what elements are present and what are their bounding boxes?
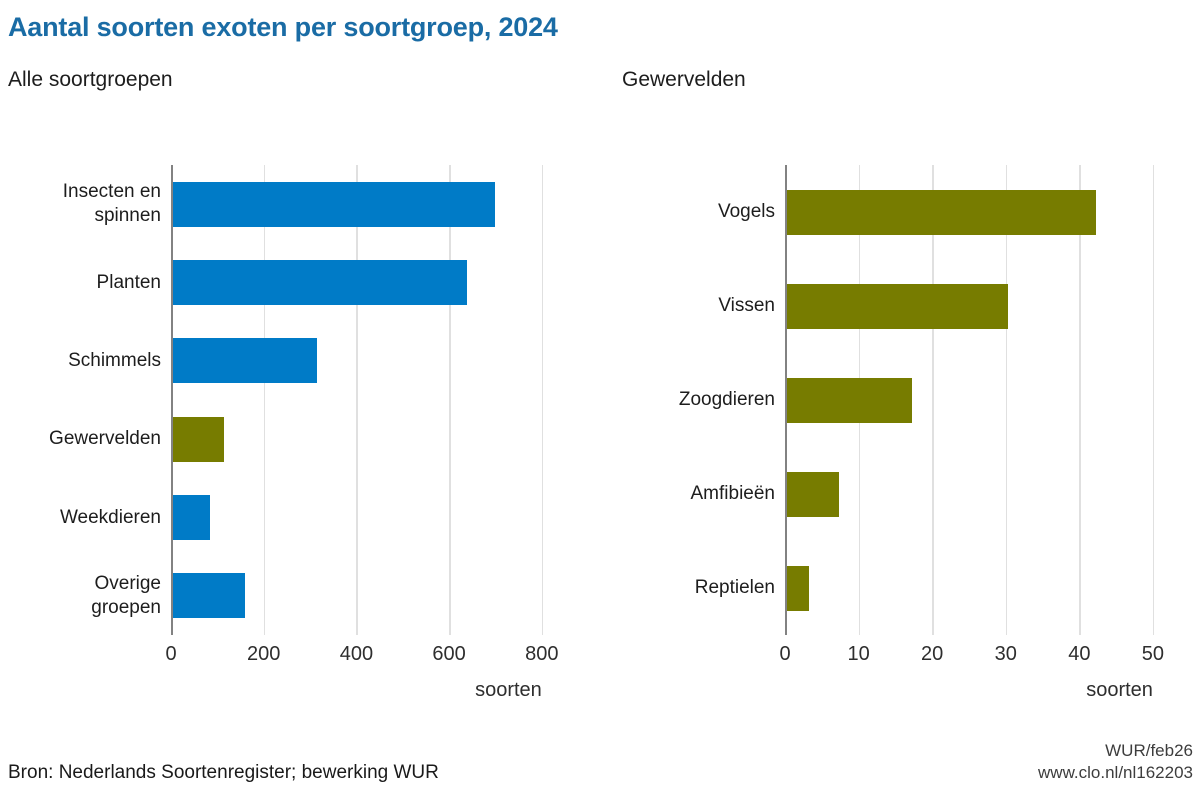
- bar-zoogdieren: [787, 377, 913, 423]
- x-axis-ticks: 0 10 20 30 40 50: [779, 643, 1175, 667]
- category-labels: Vogels Vissen Zoogdieren Amfibieën Reptielen: [622, 165, 785, 635]
- source-text: Bron: Nederlands Soortenregister; bewerk…: [8, 762, 439, 783]
- chart-subtitle-alle-soortgroepen: Alle soortgroepen: [8, 68, 173, 91]
- page-title: Aantal soorten exoten per soortgroep, 20…: [8, 12, 558, 42]
- x-tick-40: 40: [1068, 643, 1091, 665]
- plot-area: [785, 165, 1175, 635]
- category-label-weekdieren: Weekdieren: [59, 506, 161, 528]
- bar-reptielen: [787, 565, 810, 611]
- x-tick-200: 200: [247, 643, 281, 665]
- bar-vogels: [787, 189, 1097, 235]
- bar-overige-groepen: [173, 573, 245, 619]
- y-axis-line: [171, 165, 173, 635]
- x-tick-20: 20: [921, 643, 944, 665]
- credit-line-2: www.clo.nl/nl162203: [1038, 763, 1193, 783]
- credit-line-1: WUR/feb26: [1105, 741, 1193, 760]
- gridline: [932, 165, 934, 635]
- y-axis-line: [785, 165, 787, 635]
- x-tick-600: 600: [432, 643, 466, 665]
- bar-insecten-en-spinnen: [173, 181, 496, 227]
- chart-subtitle-gewervelden: Gewervelden: [622, 68, 746, 91]
- gridline: [449, 165, 451, 635]
- plot-area: [171, 165, 565, 635]
- credits: WUR/feb26 www.clo.nl/nl162203: [1038, 740, 1193, 784]
- category-label-reptielen: Reptielen: [694, 577, 775, 599]
- category-label-gewervelden: Gewervelden: [49, 428, 161, 450]
- category-label-vissen: Vissen: [718, 295, 775, 317]
- bar-schimmels: [173, 338, 317, 384]
- x-axis-unit-label: soorten: [475, 679, 542, 701]
- category-label-overige-groepen: Overige groepen: [91, 573, 161, 618]
- category-label-schimmels: Schimmels: [68, 349, 161, 371]
- category-labels: Insecten en spinnen Planten Schimmels Gewer…: [8, 165, 171, 635]
- gridline: [541, 165, 544, 635]
- gridline: [1152, 165, 1155, 635]
- category-label-amfibieën: Amfibieën: [690, 483, 776, 505]
- x-axis-ticks: 0 200 400 600 800: [165, 643, 565, 667]
- x-tick-0: 0: [165, 643, 177, 665]
- bar-amfibieën: [787, 471, 839, 517]
- x-tick-30: 30: [994, 643, 1017, 665]
- gridline: [356, 165, 358, 635]
- category-label-planten: Planten: [96, 271, 161, 293]
- x-tick-0: 0: [779, 643, 791, 665]
- x-tick-10: 10: [847, 643, 870, 665]
- x-tick-800: 800: [525, 643, 559, 665]
- category-label-insecten-en-spinnen: Insecten en spinnen: [62, 181, 161, 227]
- bar-weekdieren: [173, 495, 211, 540]
- bar-planten: [173, 260, 468, 305]
- bar-gewervelden: [173, 416, 224, 462]
- x-tick-400: 400: [339, 643, 374, 665]
- category-label-vogels: Vogels: [717, 201, 775, 223]
- x-axis-label-row: soorten: [171, 679, 565, 703]
- gridline: [263, 165, 266, 635]
- bar-vissen: [787, 283, 1008, 329]
- gridline: [1005, 165, 1008, 635]
- category-label-zoogdieren: Zoogdieren: [678, 389, 775, 411]
- gridline: [1079, 165, 1081, 635]
- x-tick-50: 50: [1141, 643, 1165, 665]
- x-axis-label-row: soorten: [785, 679, 1175, 703]
- x-axis-unit-label: soorten: [1086, 679, 1153, 701]
